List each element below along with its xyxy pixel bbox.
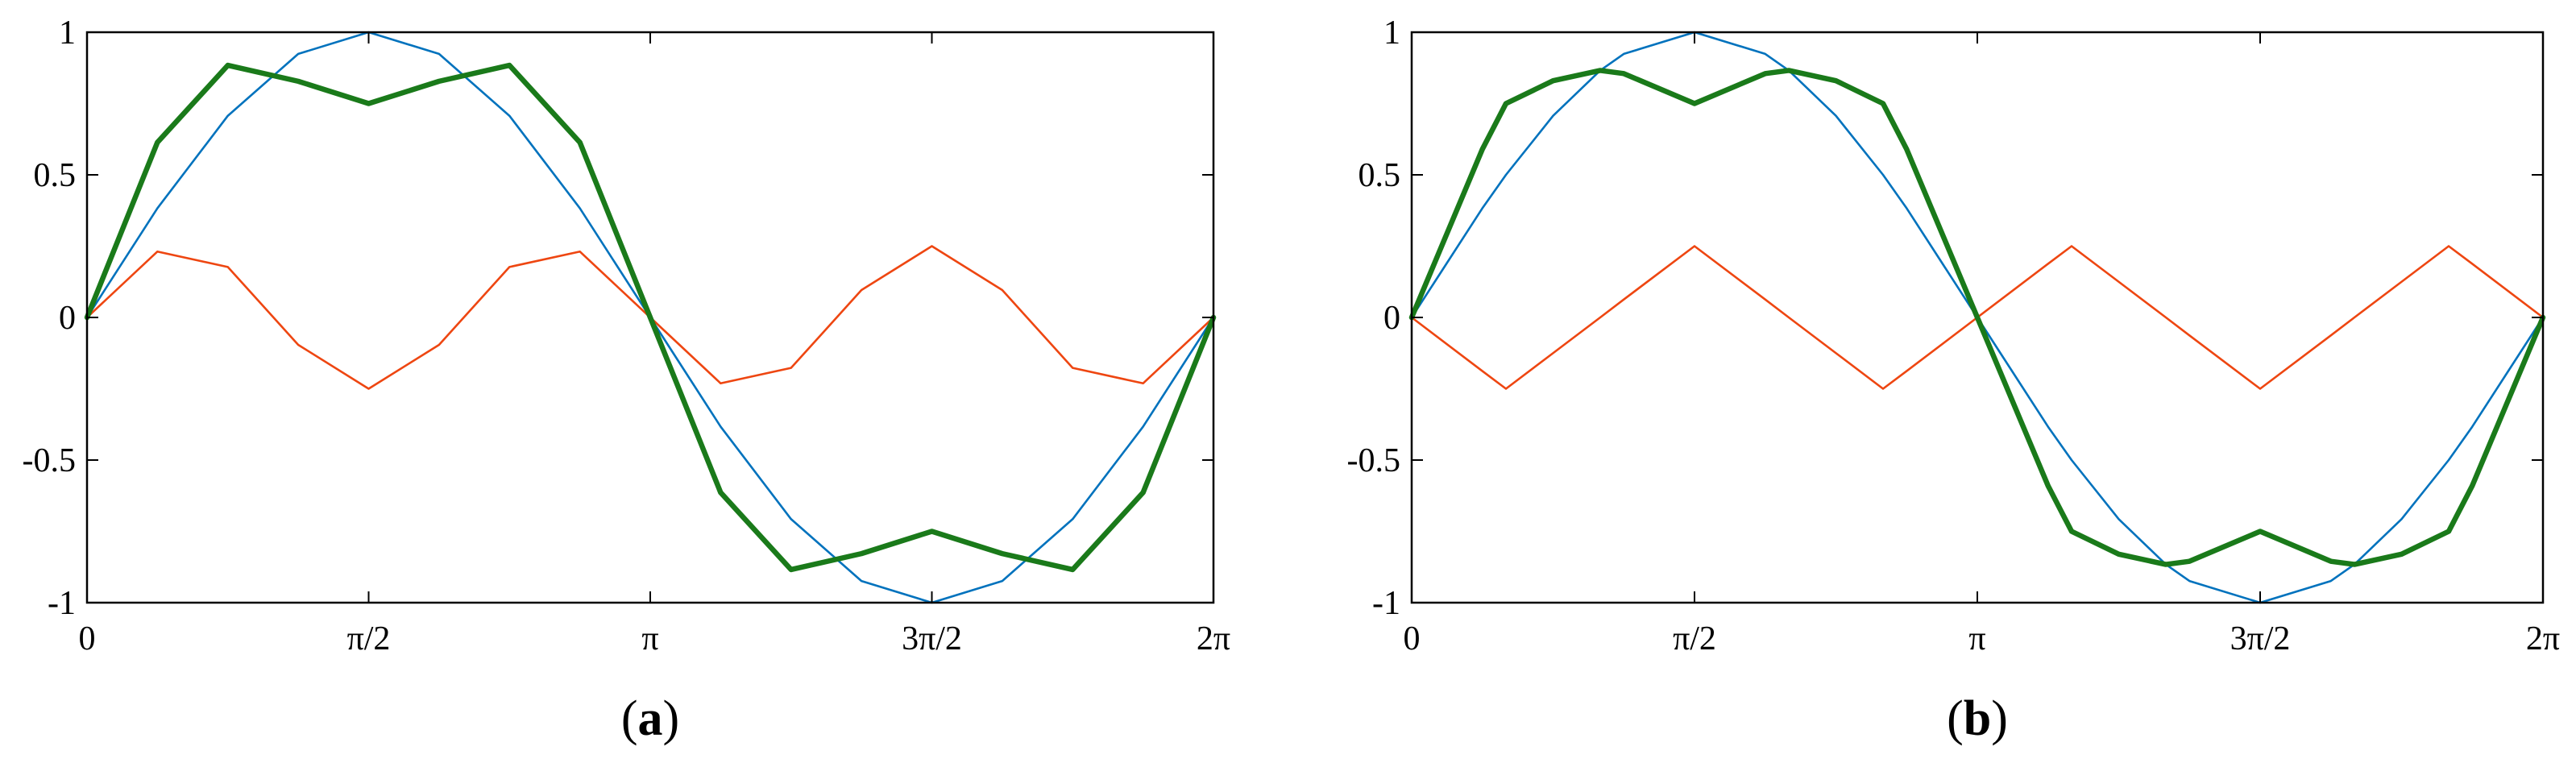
y-tick-label: -1 bbox=[1372, 585, 1400, 622]
chart-panel-a: 0 π/2 π 3π/2 2π -1 -0.5 0 0.5 1 (a) bbox=[23, 15, 1231, 746]
panel-label: (b) bbox=[1947, 691, 2008, 746]
y-tick-label: -0.5 bbox=[23, 442, 77, 479]
x-tick-label: 0 bbox=[1404, 620, 1421, 657]
x-tick-label: π bbox=[1968, 620, 1985, 657]
y-tick-label: 1 bbox=[1383, 15, 1400, 52]
y-tick-label: -1 bbox=[48, 585, 76, 622]
x-tick-label: π bbox=[641, 620, 658, 657]
x-tick-label: 3π/2 bbox=[902, 620, 962, 657]
x-tick-label: π/2 bbox=[347, 620, 391, 657]
x-tick-label: 2π bbox=[2526, 620, 2560, 657]
panel-label: (a) bbox=[621, 691, 679, 746]
series-line-sum bbox=[1408, 68, 2546, 567]
chart-panel-b: 0 π/2 π 3π/2 2π -1 -0.5 0 0.5 1 (b) bbox=[1347, 15, 2561, 746]
y-tick-label: -0.5 bbox=[1347, 442, 1401, 479]
x-tick-label: 3π/2 bbox=[2230, 620, 2291, 657]
series-line-sum bbox=[84, 62, 1217, 573]
y-tick-label: 0 bbox=[59, 300, 76, 337]
y-tick-label: 0.5 bbox=[1359, 157, 1401, 194]
y-tick-label: 1 bbox=[59, 15, 76, 52]
y-tick-label: 0.5 bbox=[34, 157, 77, 194]
x-tick-label: π/2 bbox=[1673, 620, 1716, 657]
x-tick-label: 0 bbox=[79, 620, 96, 657]
y-tick-label: 0 bbox=[1383, 300, 1400, 337]
x-tick-label: 2π bbox=[1197, 620, 1230, 657]
